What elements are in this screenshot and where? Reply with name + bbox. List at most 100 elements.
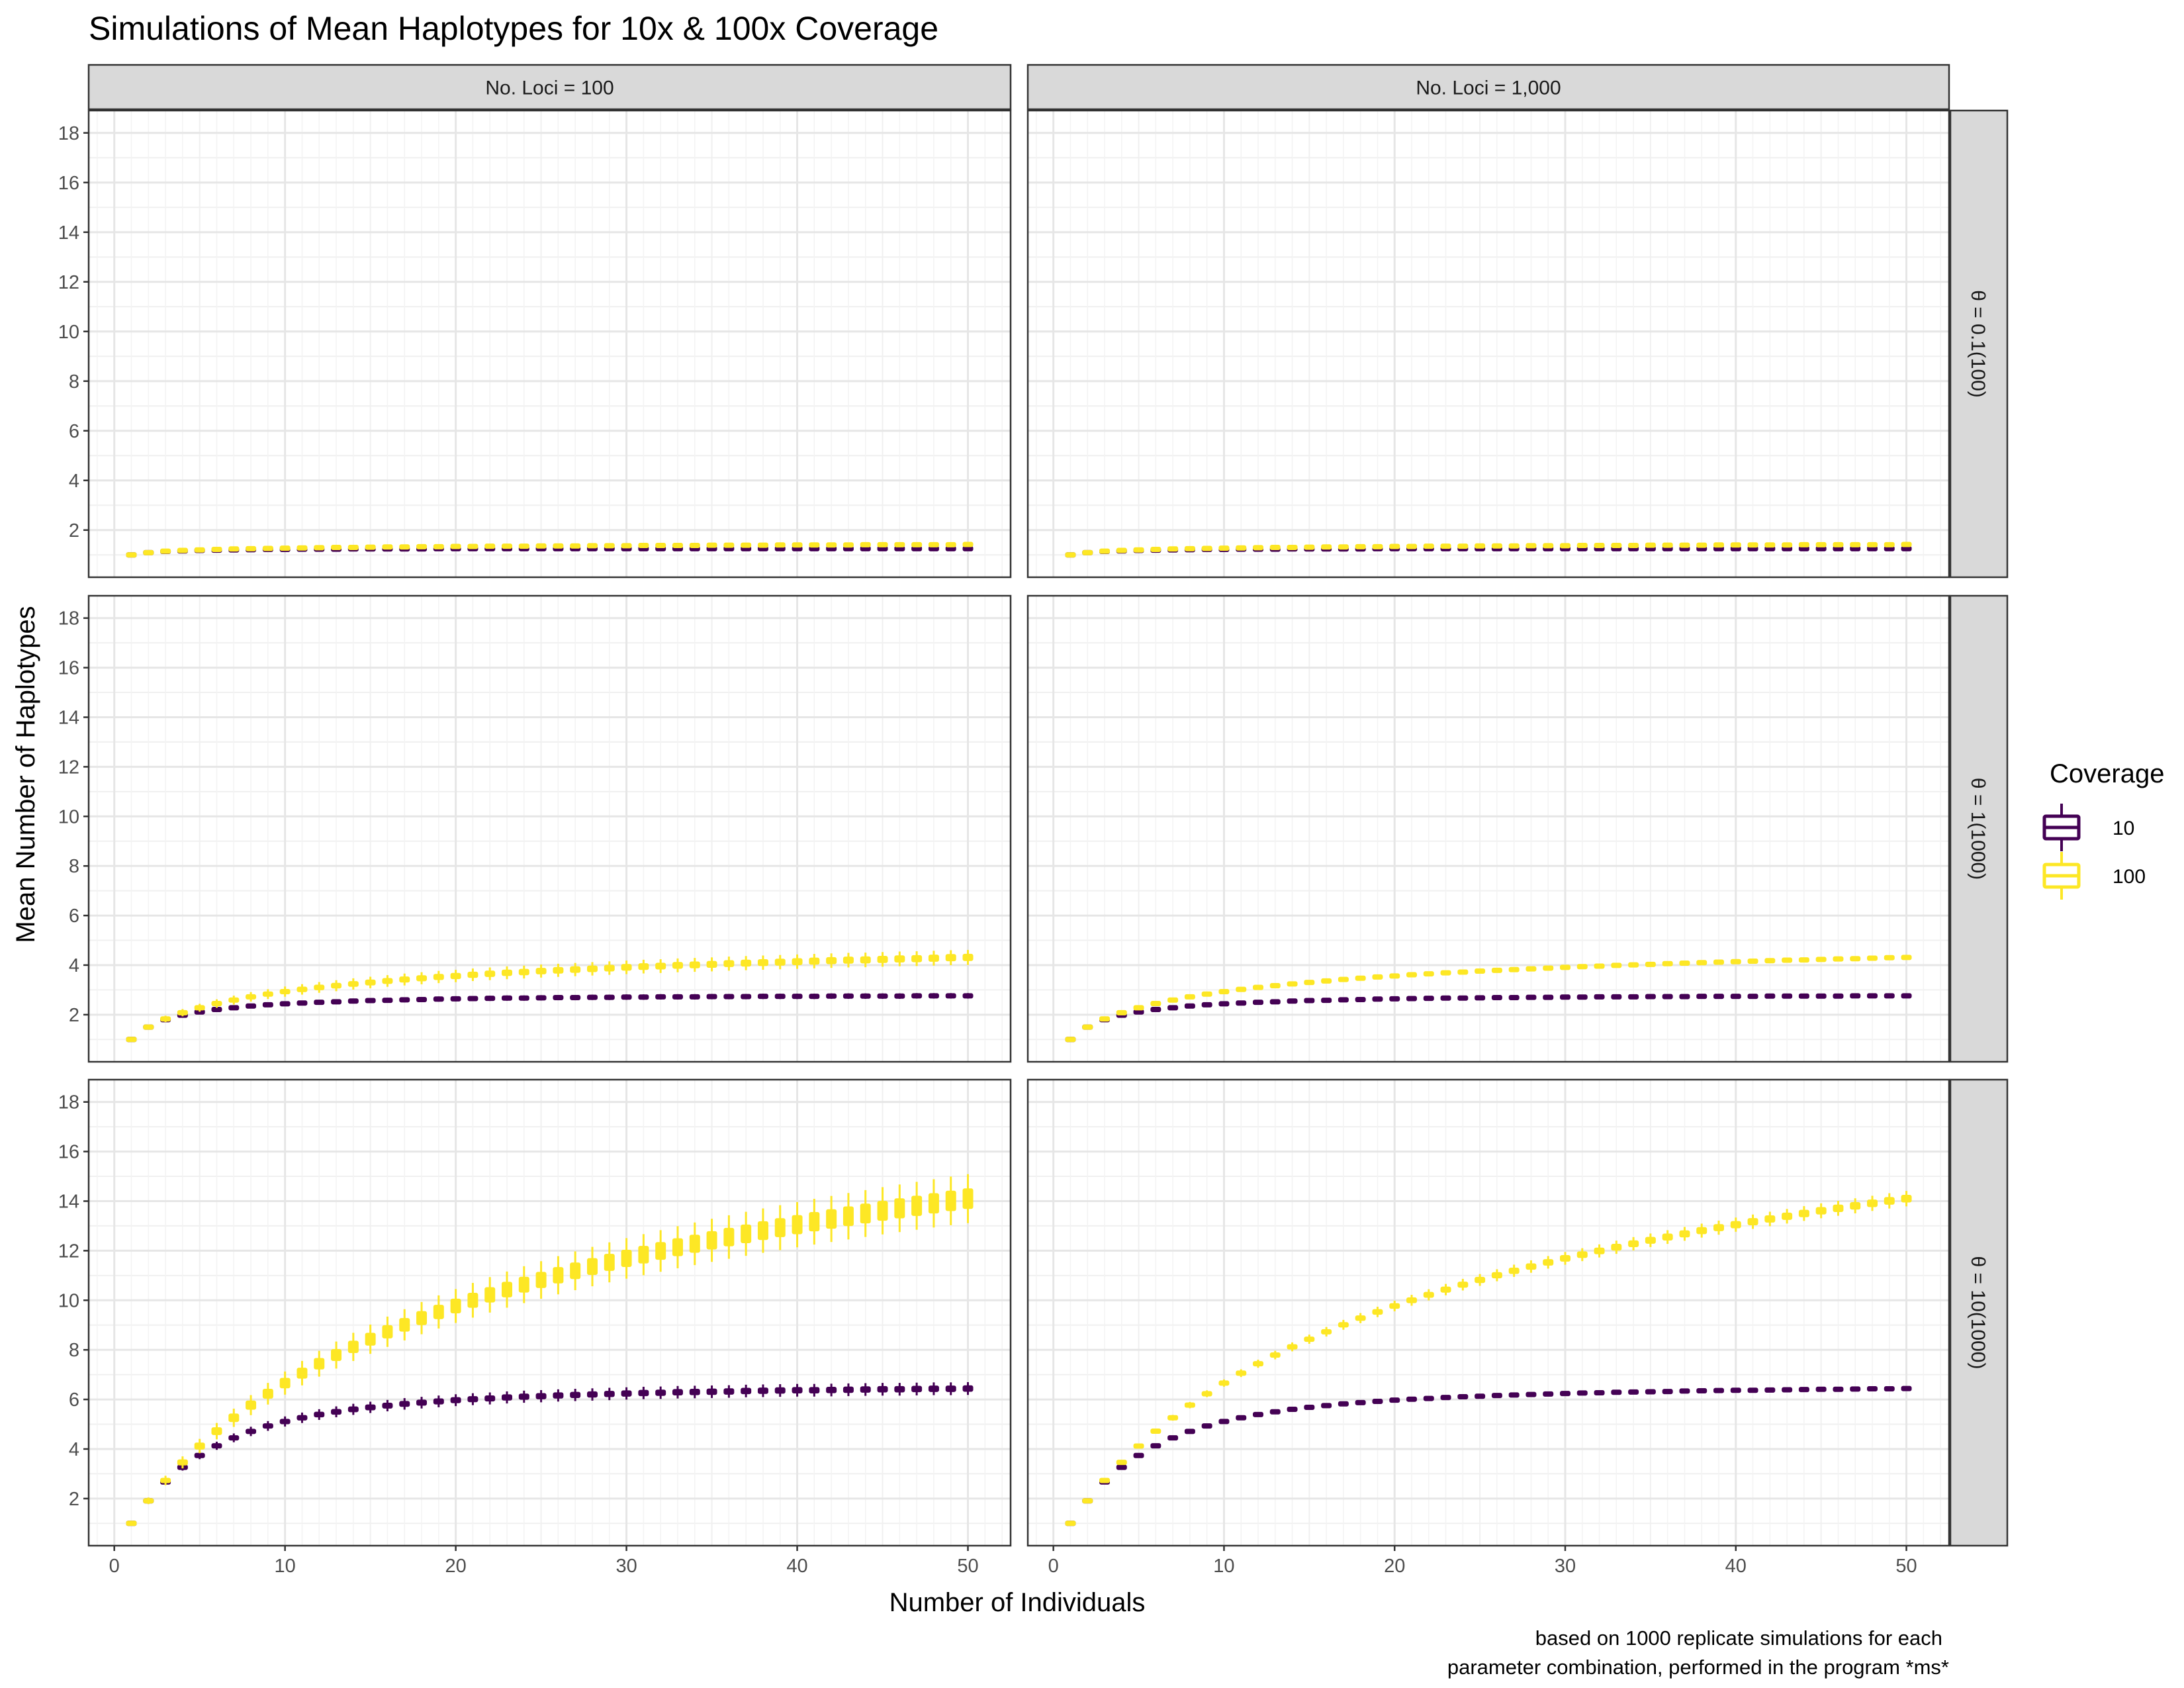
box-x16	[382, 544, 393, 550]
box	[911, 541, 923, 547]
box	[279, 1378, 291, 1389]
box-x34	[1628, 543, 1639, 548]
box	[194, 1442, 205, 1450]
row-strip-label: θ = 0.1(100)	[1967, 290, 1989, 398]
box	[1884, 993, 1895, 999]
box	[1850, 1201, 1861, 1210]
box-x42	[1764, 958, 1776, 964]
box-x22	[1423, 1395, 1434, 1401]
box-x15	[1304, 544, 1315, 550]
box-x19	[433, 543, 444, 549]
box-x35	[1645, 1233, 1656, 1247]
box-x24	[518, 1390, 529, 1403]
box	[126, 1521, 137, 1526]
box-x11	[1236, 986, 1247, 992]
box	[433, 996, 444, 1002]
box	[1338, 544, 1349, 550]
box	[194, 1005, 205, 1011]
box	[553, 543, 564, 549]
box	[211, 1427, 222, 1435]
box	[1491, 1393, 1502, 1399]
caption: based on 1000 replicate simulations for …	[1447, 1626, 1949, 1679]
box-x41	[809, 1383, 820, 1397]
box-x10	[1218, 1379, 1230, 1387]
box-x36	[723, 542, 735, 548]
box	[331, 1349, 342, 1362]
box-x13	[331, 980, 342, 992]
box-x21	[1406, 972, 1417, 978]
box-x34	[689, 958, 700, 972]
box	[1321, 998, 1332, 1004]
box	[1065, 1521, 1076, 1526]
box	[706, 1231, 717, 1250]
box-x26	[1491, 967, 1502, 973]
box-x13	[331, 1341, 342, 1369]
box	[894, 993, 905, 999]
box	[945, 1190, 956, 1211]
box-x38	[1696, 994, 1707, 1000]
box-x6	[1150, 1001, 1161, 1006]
box	[638, 963, 649, 970]
box-x46	[1833, 1386, 1844, 1392]
y-tick-label: 2	[69, 520, 79, 541]
box-x4	[177, 547, 188, 553]
box	[518, 1276, 529, 1293]
box	[1782, 1387, 1793, 1393]
facet-panels: 2 4 6 8 10 12 14 16 18 2 4 6 8 10 12 14 16 18 2 4 6 8 10 12 14 16…	[58, 109, 1950, 1577]
box-x48	[928, 1382, 939, 1395]
box	[416, 975, 428, 982]
box	[228, 1435, 240, 1441]
box-x14	[1287, 1407, 1298, 1413]
box-x31	[1576, 1390, 1588, 1396]
box-x42	[1764, 542, 1776, 548]
panel-border	[1026, 109, 1950, 579]
box	[1133, 1005, 1144, 1011]
y-tick-label: 18	[58, 608, 79, 630]
panel-border	[1026, 1078, 1950, 1547]
box	[570, 966, 581, 973]
box	[1304, 998, 1315, 1004]
box	[774, 542, 786, 548]
box	[1576, 543, 1588, 548]
box-x35	[1645, 994, 1656, 1000]
box-x30	[1560, 1252, 1570, 1265]
box-x29	[604, 543, 615, 549]
box	[1338, 1401, 1349, 1407]
box-x18	[1355, 1313, 1366, 1323]
box	[842, 542, 854, 548]
box	[1576, 1390, 1588, 1396]
box	[1543, 543, 1554, 549]
box	[416, 997, 428, 1003]
box	[314, 1000, 325, 1006]
box-x14	[1287, 545, 1298, 550]
box	[928, 541, 939, 547]
box-x17	[399, 973, 410, 986]
box	[518, 995, 529, 1001]
box	[1457, 1393, 1469, 1399]
box	[1406, 996, 1417, 1002]
box	[1475, 1276, 1486, 1284]
box	[228, 546, 240, 552]
box	[1406, 1297, 1417, 1303]
box-x39	[774, 955, 786, 970]
box-x47	[1850, 956, 1861, 962]
box	[1475, 1393, 1486, 1399]
box	[962, 993, 974, 999]
box-x7	[228, 995, 240, 1005]
box-x16	[382, 998, 393, 1004]
box	[1287, 1344, 1298, 1350]
box	[126, 552, 137, 558]
box-x36	[723, 1385, 735, 1398]
box-x21	[1406, 996, 1417, 1002]
box-x41	[1747, 1214, 1758, 1229]
box-x42	[826, 953, 837, 968]
box-x21	[467, 1283, 478, 1318]
box-x44	[1798, 1387, 1809, 1393]
box	[1218, 1380, 1230, 1386]
box-x5	[194, 1438, 205, 1454]
box	[1253, 545, 1263, 551]
box-x4	[1116, 1460, 1127, 1466]
box-x50	[962, 545, 974, 551]
box-x27	[1508, 995, 1520, 1001]
box	[382, 998, 393, 1004]
